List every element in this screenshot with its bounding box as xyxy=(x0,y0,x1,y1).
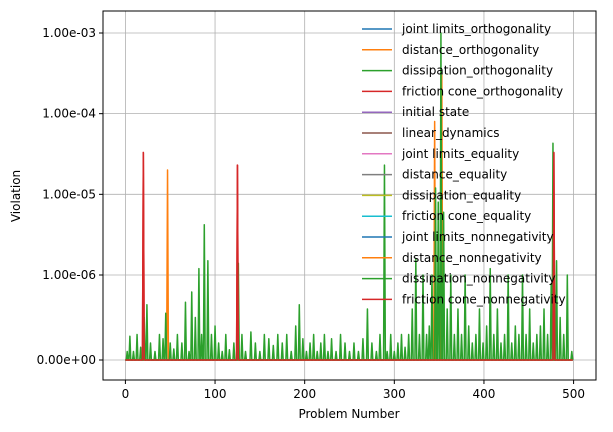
x-tick-label: 100 xyxy=(204,387,227,401)
grid-lines xyxy=(103,11,596,380)
legend-entry-label: dissipation_nonnegativity xyxy=(402,272,556,286)
y-axis-ticks: 0.00e+00 1.00e-06 1.00e-05 1.00e-04 1.00e-03 xyxy=(37,26,103,367)
y-tick-label: 1.00e-04 xyxy=(42,107,96,121)
x-axis-ticks: 0 100 200 300 400 500 xyxy=(122,380,585,401)
legend-entry-label: initial state xyxy=(402,105,469,119)
legend-entry-label: distance_nonnegativity xyxy=(402,251,542,265)
legend-entry-label: distance_equality xyxy=(402,168,507,182)
y-tick-label: 1.00e-03 xyxy=(42,26,96,40)
legend-entry-label: dissipation_equality xyxy=(402,188,521,202)
x-tick-label: 0 xyxy=(122,387,130,401)
legend-entry-label: friction cone_nonnegativity xyxy=(402,292,566,306)
legend-entry-label: dissipation_orthogonality xyxy=(402,64,553,78)
legend-entry-label: joint limits_equality xyxy=(401,147,519,161)
legend-entry-label: friction cone_equality xyxy=(402,209,531,223)
x-tick-label: 200 xyxy=(293,387,316,401)
series-line-1 xyxy=(125,74,573,361)
x-tick-label: 400 xyxy=(473,387,496,401)
y-tick-label: 0.00e+00 xyxy=(37,353,96,367)
legend-entry-label: friction cone_orthogonality xyxy=(402,84,563,98)
y-axis-label: Violation xyxy=(9,170,23,222)
legend-entry-label: joint limits_nonnegativity xyxy=(401,230,554,244)
y-tick-label: 1.00e-05 xyxy=(42,187,96,201)
plot-area-frame xyxy=(102,10,597,381)
plot-lines xyxy=(125,32,574,361)
legend-entry-label: distance_orthogonality xyxy=(402,43,539,57)
x-axis-label: Problem Number xyxy=(298,407,399,421)
legend-entry-label: linear_dynamics xyxy=(402,126,500,140)
y-tick-label: 1.00e-06 xyxy=(42,268,96,282)
x-tick-label: 300 xyxy=(383,387,406,401)
series-line-13 xyxy=(125,151,573,361)
legend: joint limits_orthogonality distance_ortho… xyxy=(362,22,566,306)
x-tick-label: 500 xyxy=(562,387,585,401)
legend-entry-label: joint limits_orthogonality xyxy=(401,22,551,36)
